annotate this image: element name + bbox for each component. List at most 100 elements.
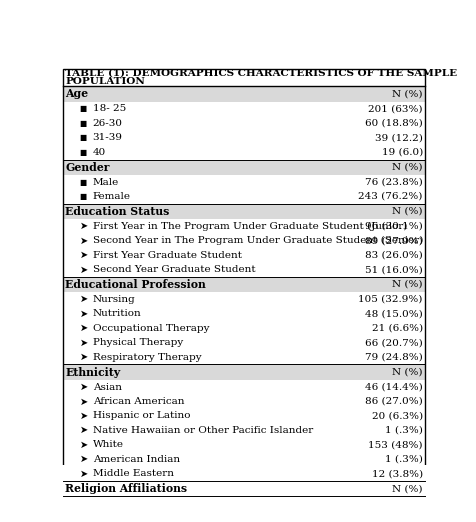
Bar [63, 437, 425, 452]
Text: ■: ■ [80, 119, 87, 128]
Text: Occupational Therapy: Occupational Therapy [93, 324, 209, 333]
Bar [63, 380, 425, 394]
Text: ➤: ➤ [80, 397, 88, 407]
Text: Age: Age [65, 89, 88, 100]
Text: 79 (24.8%): 79 (24.8%) [365, 353, 423, 362]
Text: First Year in The Program Under Graduate Student (Junior): First Year in The Program Under Graduate… [93, 222, 407, 231]
Text: Asian: Asian [93, 383, 122, 392]
Bar [63, 409, 425, 423]
Text: ➤: ➤ [80, 352, 88, 362]
Text: White: White [93, 441, 124, 449]
Bar [63, 481, 425, 496]
Text: 1 (.3%): 1 (.3%) [385, 426, 423, 435]
Text: ➤: ➤ [80, 338, 88, 348]
Text: 76 (23.8%): 76 (23.8%) [365, 177, 423, 186]
Text: 105 (32.9%): 105 (32.9%) [358, 295, 423, 304]
Text: ➤: ➤ [80, 411, 88, 421]
Text: ■: ■ [80, 133, 87, 143]
Text: 26-30: 26-30 [93, 119, 123, 128]
Text: African American: African American [93, 397, 184, 406]
Bar [63, 160, 425, 175]
Text: Education Status: Education Status [65, 206, 169, 217]
Text: N (%): N (%) [392, 367, 423, 377]
Text: POPULATION: POPULATION [65, 77, 145, 86]
Text: N (%): N (%) [392, 280, 423, 289]
Bar [63, 263, 425, 277]
Text: 201 (63%): 201 (63%) [368, 104, 423, 113]
Text: 60 (18.8%): 60 (18.8%) [365, 119, 423, 128]
Text: Gender: Gender [65, 162, 109, 173]
Bar [63, 189, 425, 204]
Text: ➤: ➤ [80, 250, 88, 260]
Text: Middle Eastern: Middle Eastern [93, 469, 174, 478]
Text: American Indian: American Indian [93, 455, 180, 464]
Text: ➤: ➤ [80, 294, 88, 304]
Text: N (%): N (%) [392, 484, 423, 493]
Text: ■: ■ [80, 192, 87, 201]
Text: Second Year Graduate Student: Second Year Graduate Student [93, 265, 255, 274]
Text: Religion Affiliations: Religion Affiliations [65, 483, 187, 494]
Bar [63, 219, 425, 233]
Text: 40: 40 [93, 148, 106, 157]
Bar [63, 394, 425, 409]
Bar [63, 277, 425, 292]
Bar [63, 452, 425, 467]
Text: N (%): N (%) [392, 89, 423, 99]
Text: Ethnicity: Ethnicity [65, 366, 120, 377]
Text: 96 (30.1%): 96 (30.1%) [365, 222, 423, 231]
Text: 83 (26.0%): 83 (26.0%) [365, 251, 423, 259]
Bar [63, 248, 425, 263]
Bar [63, 336, 425, 350]
Text: Respiratory Therapy: Respiratory Therapy [93, 353, 201, 362]
Text: Nutrition: Nutrition [93, 310, 141, 318]
Bar [63, 292, 425, 306]
Text: ➤: ➤ [80, 454, 88, 465]
Bar [63, 467, 425, 481]
Text: 153 (48%): 153 (48%) [368, 441, 423, 449]
Text: 20 (6.3%): 20 (6.3%) [372, 411, 423, 420]
Text: 46 (14.4%): 46 (14.4%) [365, 383, 423, 392]
Bar [63, 130, 425, 145]
Bar [63, 364, 425, 380]
Bar [63, 86, 425, 102]
Text: 21 (6.6%): 21 (6.6%) [372, 324, 423, 333]
Text: 89 (27.9%): 89 (27.9%) [365, 236, 423, 245]
Text: 48 (15.0%): 48 (15.0%) [365, 310, 423, 318]
Text: ➤: ➤ [80, 469, 88, 479]
Text: 12 (3.8%): 12 (3.8%) [372, 469, 423, 478]
Text: Nursing: Nursing [93, 295, 136, 304]
Text: 19 (6.0): 19 (6.0) [382, 148, 423, 157]
Text: ➤: ➤ [80, 265, 88, 275]
Text: 51 (16.0%): 51 (16.0%) [365, 265, 423, 274]
Text: Male: Male [93, 177, 119, 186]
Bar [63, 306, 425, 321]
Text: ■: ■ [80, 148, 87, 157]
Text: 243 (76.2%): 243 (76.2%) [358, 192, 423, 201]
Text: Female: Female [93, 192, 131, 201]
Text: ➤: ➤ [80, 323, 88, 334]
Bar [63, 233, 425, 248]
Text: TABLE (1): DEMOGRAPHICS CHARACTERISTICS OF THE SAMPLE: TABLE (1): DEMOGRAPHICS CHARACTERISTICS … [65, 69, 457, 78]
Text: Native Hawaiian or Other Pacific Islander: Native Hawaiian or Other Pacific Islande… [93, 426, 313, 435]
Text: Physical Therapy: Physical Therapy [93, 338, 183, 347]
Text: 18- 25: 18- 25 [93, 104, 126, 113]
Text: 39 (12.2): 39 (12.2) [375, 133, 423, 143]
Bar [63, 321, 425, 336]
Text: N (%): N (%) [392, 207, 423, 216]
Text: ➤: ➤ [80, 440, 88, 450]
Text: Hispanic or Latino: Hispanic or Latino [93, 411, 190, 420]
Text: ➤: ➤ [80, 221, 88, 231]
Text: First Year Graduate Student: First Year Graduate Student [93, 251, 242, 259]
Bar [63, 102, 425, 116]
Text: Second Year in The Program Under Graduate Student (Senior): Second Year in The Program Under Graduat… [93, 236, 423, 245]
Text: ➤: ➤ [80, 425, 88, 435]
Text: 31-39: 31-39 [93, 133, 123, 143]
Bar [63, 175, 425, 189]
Text: ■: ■ [80, 104, 87, 113]
Text: Educational Profession: Educational Profession [65, 279, 206, 290]
Bar [63, 116, 425, 130]
Text: N (%): N (%) [392, 163, 423, 172]
Text: 86 (27.0%): 86 (27.0%) [365, 397, 423, 406]
Bar [63, 204, 425, 219]
Text: ➤: ➤ [80, 382, 88, 392]
